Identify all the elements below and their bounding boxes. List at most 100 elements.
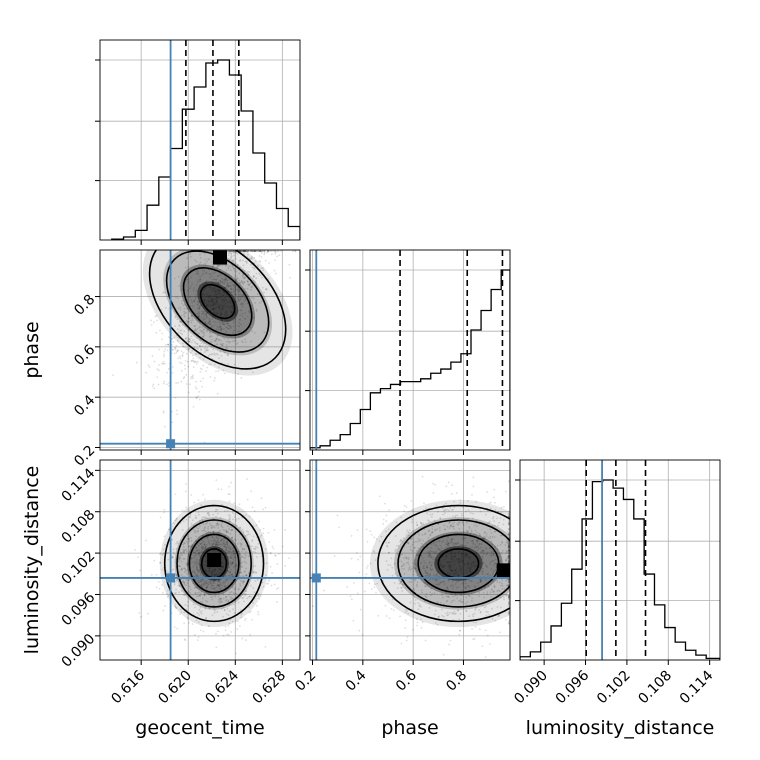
- sample-point: [259, 595, 262, 597]
- sample-point: [215, 537, 218, 539]
- sample-point: [474, 546, 477, 549]
- sample-point: [209, 323, 212, 326]
- sample-point: [259, 250, 262, 253]
- sample-point: [252, 279, 255, 282]
- sample-point: [201, 310, 203, 313]
- histogram-phase: [310, 269, 510, 450]
- sample-point: [252, 601, 255, 604]
- sample-point: [216, 543, 219, 546]
- sample-point: [218, 289, 220, 292]
- sample-point: [406, 541, 409, 544]
- sample-point: [272, 250, 275, 253]
- sample-point: [507, 584, 510, 586]
- sample-point: [405, 562, 408, 564]
- sample-point: [251, 250, 253, 253]
- sample-point: [224, 546, 227, 549]
- sample-point: [207, 525, 210, 528]
- sample-point: [202, 523, 205, 526]
- sample-point: [198, 306, 201, 308]
- sample-point: [399, 555, 402, 558]
- sample-point: [486, 591, 489, 593]
- sample-point: [459, 502, 462, 504]
- sample-point: [445, 595, 448, 598]
- sample-point: [239, 259, 242, 262]
- sample-point: [210, 338, 213, 341]
- sample-point: [507, 545, 510, 548]
- sample-point: [253, 250, 256, 253]
- sample-point: [226, 319, 229, 322]
- sample-point: [187, 545, 190, 548]
- sample-point: [425, 574, 427, 577]
- sample-point: [223, 558, 226, 561]
- sample-point: [194, 297, 197, 300]
- sample-point: [209, 363, 212, 366]
- contour-1: [165, 250, 270, 353]
- sample-point: [187, 339, 190, 342]
- sample-point: [193, 586, 196, 589]
- sample-point: [401, 553, 404, 555]
- sample-point: [180, 308, 182, 311]
- sample-point: [193, 575, 196, 578]
- sample-point: [218, 567, 221, 570]
- sample-point: [495, 555, 497, 558]
- sample-point: [162, 552, 164, 555]
- sample-point: [470, 580, 473, 582]
- sample-point: [186, 572, 188, 575]
- sample-point: [450, 554, 452, 557]
- sample-point: [232, 283, 235, 286]
- sample-point: [507, 519, 510, 521]
- sample-point: [487, 537, 490, 539]
- sample-point: [242, 283, 245, 286]
- sample-point: [481, 645, 484, 648]
- sample-point: [192, 603, 195, 606]
- sample-point: [249, 326, 252, 329]
- sample-point: [212, 307, 215, 310]
- sample-point: [226, 543, 228, 546]
- sample-point: [481, 551, 484, 553]
- sample-point: [205, 272, 207, 275]
- sample-point: [212, 531, 215, 534]
- sample-point: [271, 572, 274, 574]
- sample-point: [242, 556, 245, 558]
- sample-point: [233, 538, 236, 541]
- sample-point: [196, 612, 199, 614]
- sample-point: [211, 573, 214, 576]
- sample-point: [246, 302, 249, 305]
- sample-point: [420, 618, 422, 621]
- sample-point: [228, 252, 230, 255]
- sample-point: [179, 329, 182, 332]
- sample-point: [225, 530, 228, 533]
- sample-point: [205, 569, 207, 572]
- sample-point: [201, 312, 204, 315]
- sample-point: [208, 305, 211, 307]
- sample-point: [248, 283, 251, 285]
- sample-point: [230, 291, 233, 293]
- sample-point: [185, 548, 187, 551]
- sample-point: [227, 266, 230, 269]
- sample-point: [224, 321, 226, 323]
- sample-point: [263, 291, 265, 294]
- sample-point: [201, 326, 204, 329]
- sample-point: [241, 296, 244, 298]
- sample-point: [189, 351, 192, 354]
- sample-point: [177, 560, 180, 563]
- sample-point: [235, 518, 238, 521]
- sample-point: [190, 299, 193, 302]
- sample-point: [210, 353, 213, 356]
- sample-point: [244, 250, 247, 253]
- sample-point: [446, 546, 449, 549]
- sample-point: [242, 250, 245, 253]
- sample-point: [200, 574, 202, 577]
- sample-point: [224, 599, 227, 602]
- sample-point: [227, 250, 230, 253]
- sample-point: [507, 554, 510, 557]
- sample-point: [204, 526, 206, 529]
- sample-point: [400, 516, 403, 519]
- sample-point: [237, 324, 240, 327]
- sample-point: [386, 568, 389, 571]
- sample-point: [213, 587, 216, 589]
- sample-point: [507, 622, 510, 625]
- sample-point: [192, 561, 195, 564]
- sample-point: [446, 599, 449, 602]
- sample-point: [233, 564, 236, 567]
